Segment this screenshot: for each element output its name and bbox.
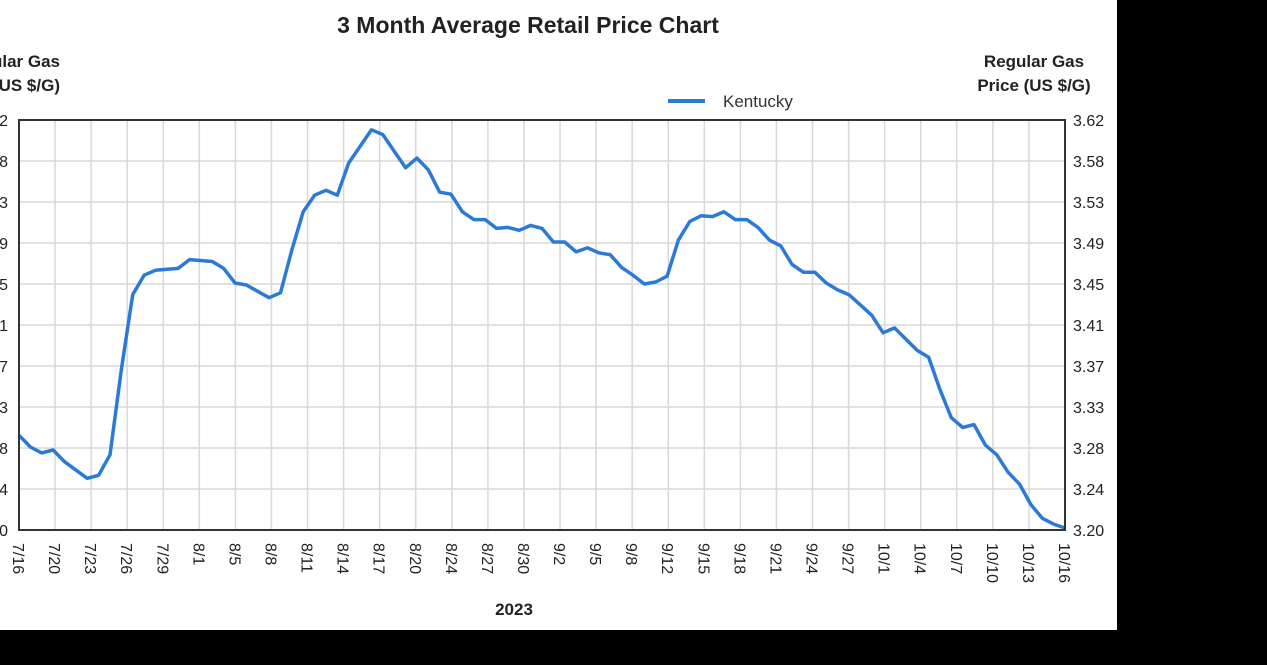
x-tick-label: 8/17 xyxy=(370,543,387,574)
left-axis-title-line2: Price (US $/G) xyxy=(0,76,60,95)
left-axis-title-line1: Regular Gas xyxy=(0,52,60,71)
x-tick-label: 7/20 xyxy=(45,543,62,574)
x-tick-label: 10/10 xyxy=(983,543,1000,583)
x-tick-label: 10/7 xyxy=(947,543,964,574)
left-y-tick-label: 3.28 xyxy=(0,441,8,458)
x-tick-label: 8/14 xyxy=(334,543,351,574)
right-y-tick-label: 3.33 xyxy=(1073,400,1104,417)
x-tick-label: 8/11 xyxy=(298,543,315,573)
x-tick-label: 7/26 xyxy=(117,543,134,574)
x-tick-label: 8/30 xyxy=(514,543,531,574)
x-tick-label: 9/27 xyxy=(839,543,856,574)
right-y-tick-label: 3.28 xyxy=(1073,441,1104,458)
x-tick-label: 7/29 xyxy=(153,543,170,574)
x-tick-label: 8/5 xyxy=(225,543,242,565)
right-y-tick-label: 3.49 xyxy=(1073,236,1104,253)
left-y-tick-label: 3.62 xyxy=(0,113,8,130)
x-tick-label: 10/1 xyxy=(875,543,892,574)
x-tick-label: 7/16 xyxy=(9,543,26,574)
x-tick-label: 10/13 xyxy=(1019,543,1036,583)
x-tick-label: 9/21 xyxy=(766,543,783,574)
line-chart: 3 Month Average Retail Price Chart Regul… xyxy=(0,12,1104,619)
x-tick-label: 8/1 xyxy=(189,543,206,565)
x-tick-label: 8/27 xyxy=(478,543,495,574)
left-y-tick-label: 3.24 xyxy=(0,482,8,499)
right-y-tick-label: 3.53 xyxy=(1073,195,1104,212)
x-tick-label: 7/23 xyxy=(81,543,98,574)
x-tick-label: 8/8 xyxy=(261,543,278,565)
right-y-ticks: 3.62 3.58 3.53 3.49 3.45 3.41 3.37 3.33 3.28 3.24… xyxy=(1073,113,1104,540)
right-y-tick-label: 3.37 xyxy=(1073,359,1104,376)
left-y-tick-label: 3.45 xyxy=(0,277,8,294)
legend-label: Kentucky xyxy=(723,92,793,111)
x-tick-label: 8/24 xyxy=(442,543,459,574)
x-axis-title: 2023 xyxy=(495,600,533,619)
left-y-tick-label: 3.20 xyxy=(0,523,8,540)
chart-container: 3 Month Average Retail Price Chart Regul… xyxy=(0,0,1117,630)
chart-title: 3 Month Average Retail Price Chart xyxy=(337,12,719,38)
x-tick-label: 10/4 xyxy=(911,543,928,574)
left-y-tick-label: 3.33 xyxy=(0,400,8,417)
x-tick-label: 9/8 xyxy=(622,543,639,565)
left-y-tick-label: 3.58 xyxy=(0,154,8,171)
left-y-tick-label: 3.41 xyxy=(0,318,8,335)
right-axis-title-line1: Regular Gas xyxy=(984,52,1084,71)
right-y-tick-label: 3.24 xyxy=(1073,482,1104,499)
plot-frame xyxy=(18,119,1066,531)
right-y-tick-label: 3.62 xyxy=(1073,113,1104,130)
x-tick-label: 8/20 xyxy=(406,543,423,574)
x-tick-label: 10/16 xyxy=(1055,543,1072,583)
right-y-tick-label: 3.41 xyxy=(1073,318,1104,335)
x-tick-label: 9/15 xyxy=(694,543,711,574)
left-y-ticks: 3.62 3.58 3.53 3.49 3.45 3.41 3.37 3.33 3.28 3.24… xyxy=(0,113,8,540)
x-tick-label: 9/5 xyxy=(586,543,603,565)
right-y-tick-label: 3.58 xyxy=(1073,154,1104,171)
x-tick-label: 9/2 xyxy=(550,543,567,565)
x-tick-label: 9/12 xyxy=(658,543,675,574)
x-tick-label: 9/18 xyxy=(730,543,747,574)
left-y-tick-label: 3.53 xyxy=(0,195,8,212)
right-y-tick-label: 3.45 xyxy=(1073,277,1104,294)
x-ticks: 7/16 7/20 7/23 7/26 7/29 8/1 8/5 8/8 8/11 8/14 8/1… xyxy=(9,543,1072,583)
left-y-tick-label: 3.49 xyxy=(0,236,8,253)
x-tick-label: 9/24 xyxy=(803,543,820,574)
right-y-tick-label: 3.20 xyxy=(1073,523,1104,540)
series-line-kentucky xyxy=(17,128,1066,530)
left-y-tick-label: 3.37 xyxy=(0,359,8,376)
right-axis-title-line2: Price (US $/G) xyxy=(977,76,1090,95)
gridlines xyxy=(18,119,1066,531)
